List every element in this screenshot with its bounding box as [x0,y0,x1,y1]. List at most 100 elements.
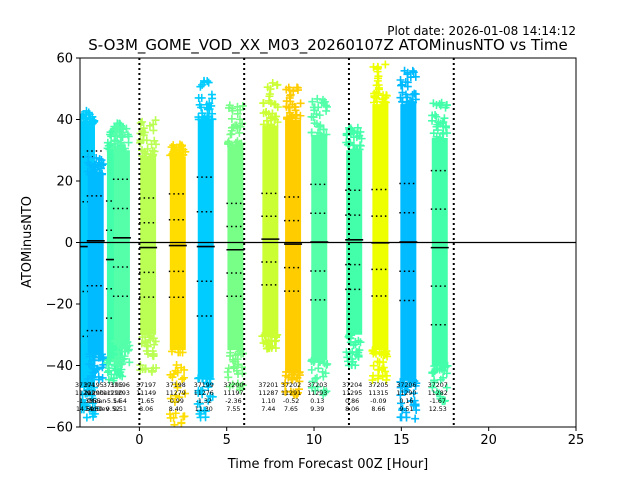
series-0-point [80,390,87,399]
series-7-point [235,115,244,124]
series-9-stat: 37202 [281,382,301,389]
series-0-stat: -1.33 [77,398,93,405]
series-8-stat: 11287 [258,390,278,397]
series-5-point [170,420,179,427]
stats-row-label: Number [85,390,111,397]
series-2-point [109,374,118,383]
series-6-point [206,391,215,400]
series-9-point [291,114,300,123]
series-10-point [322,102,331,111]
series-6-point [208,94,217,103]
series-8-point [263,83,272,92]
series-9-point [295,368,304,377]
series-5-point [179,412,188,421]
series-6-core [197,119,214,378]
series-14-point [440,397,449,406]
series-7-point [224,373,233,382]
series-14-point [432,364,441,373]
series-3-point [114,352,123,361]
series-10-point [312,109,321,118]
series-4-point [136,366,145,375]
series-13-point [409,68,418,77]
series-7-point [234,369,243,378]
series-5-point [177,419,186,427]
series-1-point [83,374,92,383]
series-12-stat: -0.09 [370,398,386,405]
series-13-point [410,377,419,386]
x-axis-label: Time from Forecast 00Z [Hour] [227,457,429,472]
series-1-point [96,353,105,362]
chart-title: S-O3M_GOME_VOD_XX_M03_20260107Z ATOMinus… [88,36,567,55]
series-3-point [118,359,127,368]
series-6-stat: -1.32 [196,398,212,405]
series-1-stat: 37195 [84,382,104,389]
series-0-stat: 11291 [75,390,95,397]
series-6-stat: 11.30 [195,406,213,413]
series-5-stat: 37198 [166,382,186,389]
series-6-point [193,399,202,408]
series-9-point [281,371,290,380]
series-9-stat: -0.52 [283,398,299,405]
series-6-point [196,407,205,416]
series-11-stat: 0.86 [345,398,359,405]
series-4-stat: -1.65 [138,398,154,405]
series-13-point [402,98,411,107]
series-14-point [435,100,444,109]
series-4-point [141,330,150,339]
y-tick-label: 40 [56,113,73,128]
series-1-point [94,349,103,358]
series-14-point [432,122,441,131]
series-0-point [87,386,96,395]
series-4-point [149,126,158,135]
series-3-point [125,358,134,367]
series-3-point [111,131,120,140]
series-12-stat: 8.66 [371,406,385,413]
series-1-point [95,154,104,163]
series-4-core [140,156,157,335]
series-10-point [314,103,323,112]
series-1-stat: 11290 [84,390,104,397]
series-6-stat: 11276 [194,390,214,397]
series-5-point [165,410,174,419]
series-10-point [307,365,316,374]
series-7-stat: -2.36 [225,398,241,405]
series-7-stat: 7.55 [226,406,240,413]
series-5-stat: 11279 [166,390,186,397]
series-10-point [321,369,330,378]
y-axis: −60 −40 −20 0 20 40 60 [46,52,80,436]
series-10-point [313,382,322,391]
series-4-point [141,364,150,373]
series-11-point [355,131,364,140]
series-8-point [273,103,282,112]
series-5-point [171,409,180,418]
series-2-stat: 11290 [103,390,123,397]
series-11-point [354,352,363,361]
series-11-point [346,349,355,358]
series-11-stat: 11295 [342,390,362,397]
series-4-point [138,146,147,155]
series-7 [223,101,248,394]
series-14 [428,98,452,406]
series-4-point [142,136,151,145]
series-1-point [89,355,98,364]
series-14-point [430,378,439,387]
series-14-point [431,110,440,119]
series-1-point [85,360,94,369]
series-3-point [124,132,133,141]
series-5-point [175,393,184,402]
series-5-point [171,391,180,400]
series-11-point [356,141,365,150]
y-axis-label: ATOMinusNTO [20,196,35,288]
series-14-point [439,118,448,127]
x-tick-label: 10 [306,433,323,448]
series-7-point [239,349,248,358]
series-5-point [169,152,178,161]
series-8-point [272,336,281,345]
series-8-point [260,330,269,339]
series-7-point [233,102,242,111]
series-4-point [139,131,148,140]
series-5-point [181,389,190,398]
series-10 [307,94,332,399]
series-12-point [374,80,383,89]
